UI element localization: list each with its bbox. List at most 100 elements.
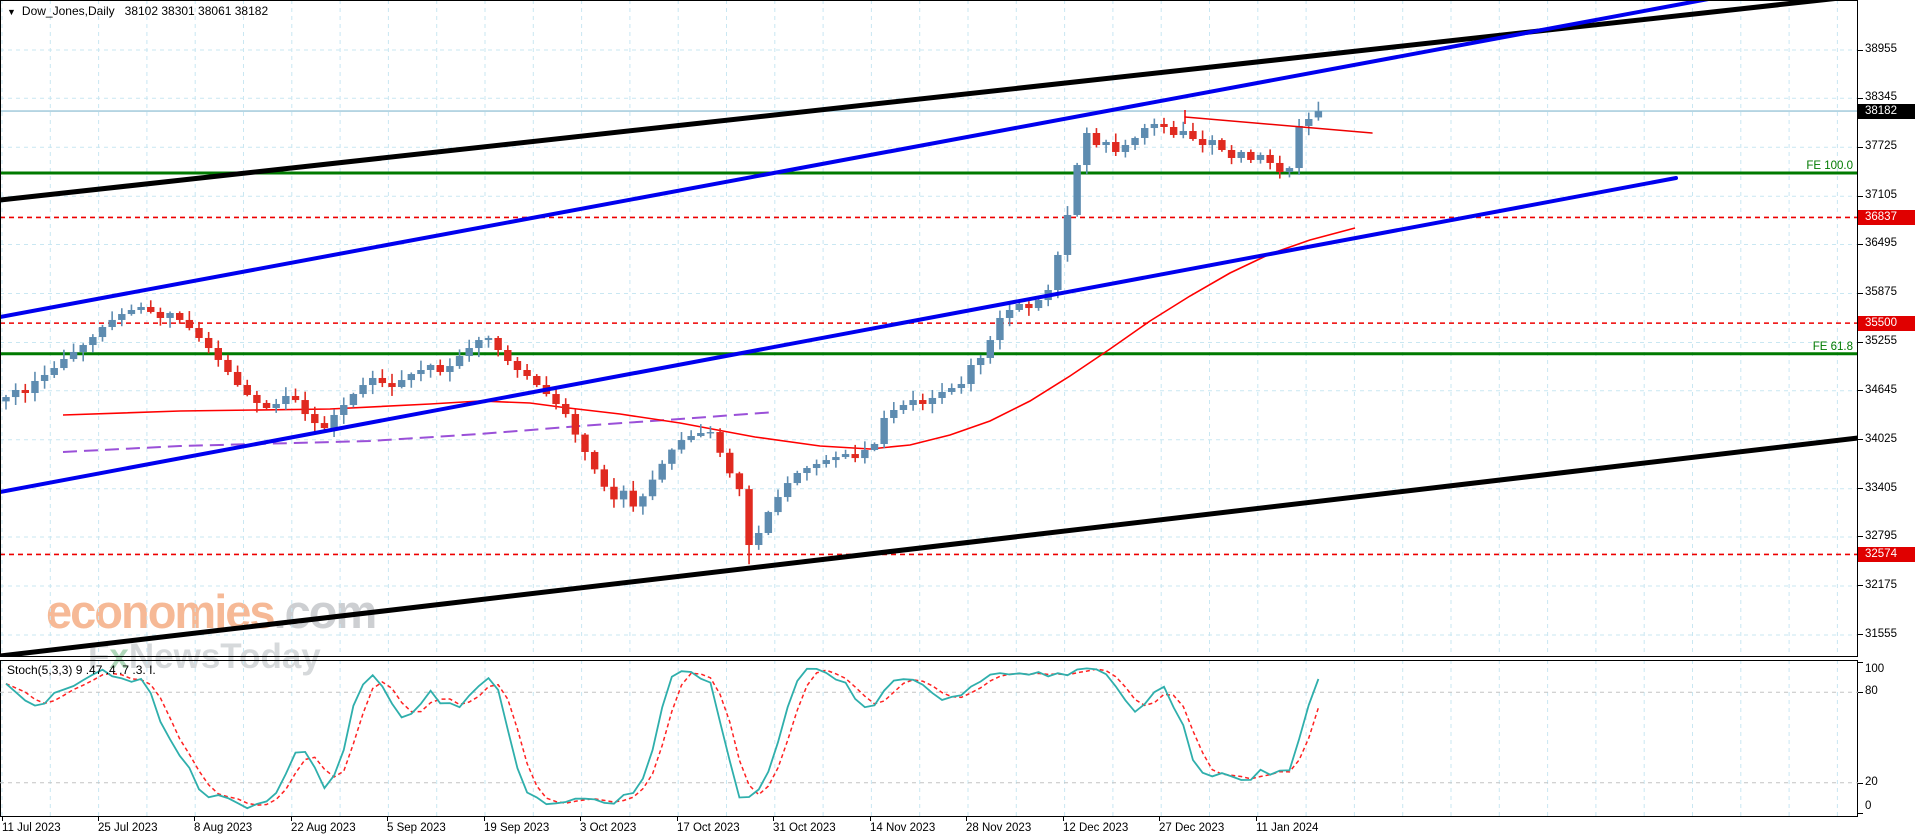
stoch-tick-mark bbox=[1858, 662, 1863, 663]
candle-body bbox=[1025, 303, 1033, 309]
date-tick-label: 8 Aug 2023 bbox=[194, 822, 253, 834]
candle-body bbox=[1083, 133, 1091, 166]
candle-body bbox=[899, 405, 908, 410]
stoch-panel-border bbox=[0, 660, 1858, 817]
fib-level-label: FE 100.0 bbox=[1806, 160, 1853, 172]
candle-body bbox=[504, 350, 512, 361]
price-tick-label: 34645 bbox=[1865, 383, 1897, 396]
candle-body bbox=[928, 397, 937, 404]
red-resistance-segment[interactable] bbox=[1184, 116, 1373, 134]
candle-body bbox=[262, 402, 271, 409]
candle-body bbox=[330, 414, 338, 429]
price-tick-mark bbox=[1858, 488, 1863, 490]
candle-body bbox=[755, 533, 763, 546]
blue-channel-upper[interactable] bbox=[0, 0, 1730, 319]
candle-body bbox=[243, 385, 251, 395]
candle-body bbox=[581, 434, 589, 452]
candle-body bbox=[716, 432, 724, 453]
candle-body bbox=[69, 351, 78, 360]
candle-body bbox=[253, 394, 261, 403]
candle-body bbox=[40, 374, 49, 381]
candle-body bbox=[118, 314, 126, 320]
candle-body bbox=[774, 497, 782, 513]
candle-body bbox=[668, 449, 676, 464]
candle-body bbox=[1305, 119, 1313, 126]
candle-body bbox=[465, 348, 473, 357]
price-tick-label: 31555 bbox=[1865, 627, 1897, 640]
price-tick-label: 33405 bbox=[1865, 481, 1897, 494]
candle-body bbox=[1141, 128, 1149, 138]
candle-body bbox=[108, 319, 116, 327]
candle-body bbox=[562, 403, 570, 415]
candle-body bbox=[1208, 140, 1216, 146]
price-tick-mark bbox=[1858, 536, 1863, 538]
date-tick-mark bbox=[484, 817, 485, 821]
candle-body bbox=[137, 306, 145, 310]
date-axis[interactable]: 11 Jul 2023 25 Jul 2023 8 Aug 2023 22 Aug 2… bbox=[0, 817, 1858, 840]
candle-body bbox=[224, 359, 232, 372]
purple-dashed-trendline[interactable] bbox=[62, 411, 776, 453]
price-tick-mark bbox=[1858, 390, 1863, 392]
symbol-dropdown-icon[interactable]: ▼ bbox=[7, 7, 16, 17]
price-badge-38182: 38182 bbox=[1858, 103, 1915, 119]
date-tick-mark bbox=[1063, 817, 1064, 821]
date-tick-mark bbox=[194, 817, 195, 821]
stochastic-panel[interactable] bbox=[0, 660, 1858, 817]
candle-body bbox=[938, 391, 946, 398]
price-tick-label: 38955 bbox=[1865, 43, 1897, 55]
black-channel-lower[interactable] bbox=[0, 435, 1858, 657]
date-tick-label: 22 Aug 2023 bbox=[291, 822, 356, 834]
candle-body bbox=[513, 360, 522, 370]
candle-body bbox=[523, 370, 531, 377]
candle-body bbox=[639, 496, 647, 507]
candle-body bbox=[812, 463, 821, 469]
candle-body bbox=[1295, 125, 1303, 169]
candle-body bbox=[1160, 123, 1168, 127]
date-tick-label: 11 Jan 2024 bbox=[1256, 822, 1319, 834]
candle-body bbox=[745, 489, 753, 546]
candle-body bbox=[156, 311, 165, 318]
candle-body bbox=[1150, 123, 1159, 129]
candle-body bbox=[619, 490, 628, 500]
price-tick-mark bbox=[1858, 146, 1863, 148]
price-tick-label: 37725 bbox=[1865, 140, 1897, 153]
date-tick-mark bbox=[98, 817, 99, 821]
candle-body bbox=[1112, 142, 1120, 152]
price-axis[interactable]: 38955 38345 37725 37105 36495 35875 35255 34645… bbox=[1858, 0, 1916, 840]
candle-body bbox=[1121, 145, 1130, 152]
date-tick-label: 31 Oct 2023 bbox=[773, 822, 836, 834]
candle-body bbox=[986, 340, 994, 358]
candle-body bbox=[648, 479, 657, 497]
candle-body bbox=[195, 328, 203, 338]
candle-body bbox=[832, 457, 840, 461]
candle-body bbox=[349, 394, 358, 406]
symbol-period-label: Dow_Jones,Daily bbox=[21, 4, 115, 18]
stoch-tick-label: 100 bbox=[1865, 663, 1885, 675]
candle-body bbox=[494, 337, 502, 350]
candle-body bbox=[1198, 139, 1207, 146]
price-chart-panel[interactable]: FE 100.0 FE 61.8 bbox=[0, 0, 1858, 657]
candle-body bbox=[301, 400, 309, 415]
black-channel-upper[interactable] bbox=[0, 0, 1858, 203]
price-tick-label: 35875 bbox=[1865, 286, 1897, 299]
candle-body bbox=[378, 377, 387, 384]
date-tick-mark bbox=[387, 817, 388, 821]
blue-channel-lower[interactable] bbox=[0, 176, 1678, 494]
stoch-tick-mark bbox=[1858, 782, 1863, 784]
candle-body bbox=[1218, 140, 1226, 150]
date-tick-mark bbox=[870, 817, 871, 821]
price-tick-label: 32175 bbox=[1865, 578, 1897, 591]
date-tick-label: 3 Oct 2023 bbox=[580, 822, 637, 834]
stoch-tick-mark bbox=[1858, 692, 1863, 694]
candle-body bbox=[214, 348, 222, 360]
candle-body bbox=[967, 365, 975, 384]
price-tick-mark bbox=[1858, 243, 1863, 245]
price-badge-32574: 32574 bbox=[1858, 546, 1915, 562]
candle-body bbox=[1179, 131, 1187, 135]
candle-body bbox=[571, 414, 580, 435]
candle-body bbox=[1256, 154, 1265, 160]
candle-body bbox=[552, 394, 560, 404]
price-tick-mark bbox=[1858, 341, 1863, 343]
candle-body bbox=[1015, 303, 1023, 310]
